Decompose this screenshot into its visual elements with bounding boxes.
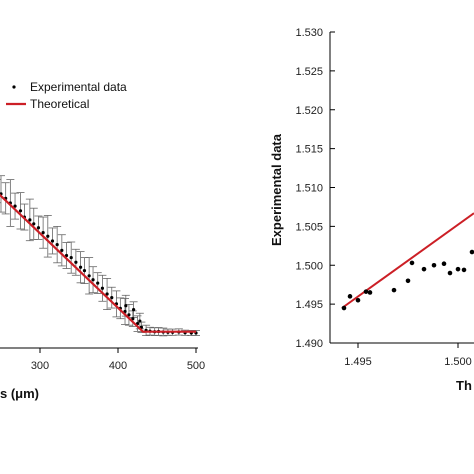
x-tick-label: 1.500: [444, 356, 472, 368]
left-legend: Experimental data Theoretical: [6, 80, 127, 111]
y-tick-label: 1.520: [295, 105, 323, 117]
left-plot: 300 400 500 s (μm) Experimental data Theor…: [0, 80, 205, 401]
data-point: [367, 290, 373, 295]
data-point: [105, 292, 109, 296]
data-point: [60, 248, 64, 252]
data-point: [355, 297, 361, 303]
data-point: [132, 308, 136, 312]
data-point: [64, 253, 69, 258]
right-x-axis-label: Th: [456, 378, 472, 393]
y-tick-label: 1.500: [295, 260, 323, 272]
x-tick-label: 300: [31, 360, 49, 372]
data-point: [405, 278, 411, 284]
right-y-axis-label: Experimental data: [269, 133, 284, 246]
data-point: [124, 304, 128, 308]
right-fit-line: [341, 212, 474, 309]
data-point: [41, 231, 45, 235]
data-point: [431, 262, 437, 268]
legend-experimental-label: Experimental data: [30, 80, 127, 94]
left-experimental-points: [0, 192, 198, 335]
data-point: [74, 260, 78, 264]
data-point: [127, 313, 131, 317]
data-point: [131, 317, 135, 321]
left-error-bars: [0, 175, 200, 337]
y-tick-label: 1.530: [295, 27, 323, 39]
data-point: [91, 278, 95, 282]
legend-theoretical-label: Theoretical: [30, 97, 89, 111]
right-y-ticks: 1.490 1.495 1.500 1.505 1.510 1.515 1.520 1.525…: [295, 27, 335, 350]
data-point: [469, 249, 474, 255]
left-x-ticks: 300 400 500: [31, 348, 205, 372]
data-point: [46, 234, 50, 238]
data-point: [347, 294, 353, 299]
legend-point-marker: [12, 85, 16, 89]
data-point: [18, 209, 23, 213]
right-data-points: [341, 249, 474, 311]
data-point: [391, 287, 397, 293]
data-point: [363, 289, 369, 294]
y-tick-label: 1.510: [295, 183, 323, 195]
data-point: [13, 204, 17, 208]
data-point: [87, 274, 91, 278]
data-point: [32, 222, 36, 226]
data-point: [82, 269, 87, 273]
y-tick-label: 1.505: [295, 221, 323, 233]
x-tick-label: 400: [109, 360, 127, 372]
y-tick-label: 1.495: [295, 299, 323, 311]
data-point: [123, 309, 127, 314]
data-point: [50, 239, 55, 243]
data-point: [441, 261, 447, 266]
y-tick-label: 1.490: [295, 338, 323, 350]
data-point: [55, 243, 59, 247]
left-x-axis-label: s (μm): [0, 386, 39, 401]
data-point: [36, 226, 41, 230]
data-point: [78, 265, 83, 269]
data-point: [341, 305, 347, 311]
data-point: [100, 286, 104, 290]
data-point: [447, 270, 453, 276]
right-plot: 1.490 1.495 1.500 1.505 1.510 1.515 1.520 1.525…: [269, 27, 474, 393]
y-tick-label: 1.515: [295, 144, 323, 156]
data-point: [421, 266, 427, 272]
x-tick-label: 500: [187, 360, 205, 372]
left-theoretical-line: [0, 193, 196, 333]
data-point: [28, 218, 32, 222]
data-point: [461, 267, 467, 273]
y-tick-label: 1.525: [295, 66, 323, 78]
x-tick-label: 1.495: [344, 356, 372, 368]
data-point: [409, 260, 415, 266]
data-point: [69, 256, 73, 260]
data-point: [138, 319, 142, 323]
data-point: [455, 266, 461, 272]
data-point: [96, 281, 100, 285]
data-point: [110, 296, 114, 300]
